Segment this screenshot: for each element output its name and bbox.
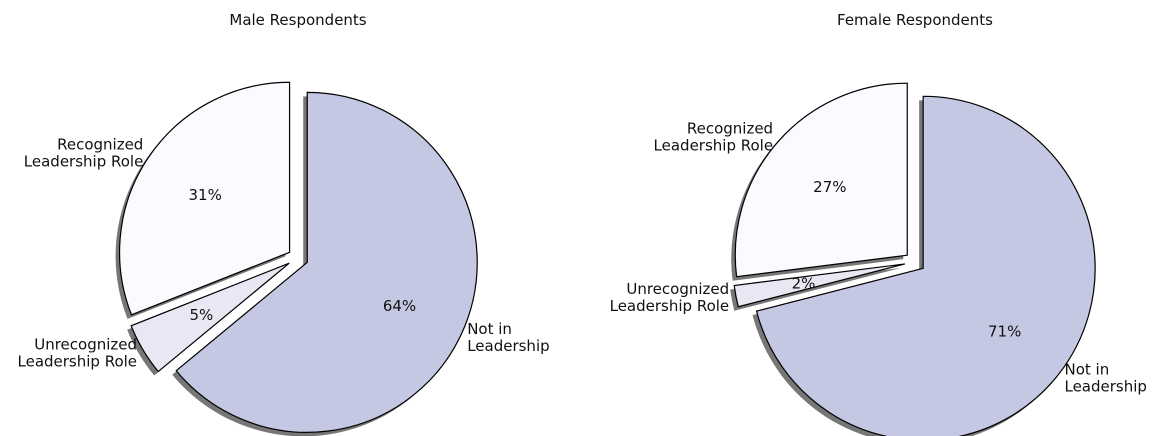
wedge-label-line: Leadership — [1064, 377, 1146, 395]
pct-label: 27% — [813, 177, 846, 195]
chart-title-line: Female Respondents — [837, 11, 993, 29]
wedge — [130, 262, 290, 373]
pct-label-line: 27% — [813, 177, 846, 195]
wedge-label-line: Unrecognized — [626, 279, 729, 297]
pct-label-line: 31% — [189, 185, 222, 203]
chart-title: Female Respondents — [837, 11, 993, 29]
wedge-label: Unrecognized Leadership Role — [18, 335, 138, 370]
pct-label-line: 64% — [383, 296, 416, 314]
pct-label: 71% — [988, 322, 1021, 340]
wedge-label-line: Recognized — [57, 135, 143, 153]
pct-label: 31% — [189, 185, 222, 203]
wedge-label-line: Leadership Role — [24, 152, 144, 170]
wedge-shadow — [730, 267, 901, 311]
pct-label-line: 5% — [190, 306, 214, 324]
chart-title-line: Male Respondents — [229, 11, 366, 29]
wedge — [734, 82, 908, 278]
pct-label: 64% — [383, 296, 416, 314]
pct-label-line: 71% — [988, 322, 1021, 340]
wedge — [175, 91, 478, 433]
pct-label: 5% — [190, 306, 214, 324]
wedge-label: Unrecognized Leadership Role — [610, 279, 730, 314]
wedge-label-line: Not in — [467, 320, 512, 338]
chart-title: Male Respondents — [229, 11, 366, 29]
wedge-label-line: Leadership — [467, 337, 549, 355]
wedge-label: Not in Leadership — [1064, 360, 1146, 395]
wedge-label-line: Unrecognized — [34, 335, 137, 353]
wedge-label-line: Leadership Role — [18, 352, 138, 370]
wedge-label-line: Leadership Role — [610, 296, 730, 314]
wedge-label-line: Not in — [1064, 360, 1109, 378]
wedge-label-line: Recognized — [687, 119, 773, 137]
wedge-label: Recognized Leadership Role — [654, 119, 774, 154]
wedge-label: Recognized Leadership Role — [24, 135, 144, 170]
wedge — [733, 263, 906, 308]
wedge — [118, 81, 291, 316]
wedge — [755, 95, 1096, 436]
wedge-label-line: Leadership Role — [654, 136, 774, 154]
pct-label-line: 2% — [792, 274, 816, 292]
pct-label: 2% — [792, 274, 816, 292]
wedge-label: Not in Leadership — [467, 320, 549, 355]
